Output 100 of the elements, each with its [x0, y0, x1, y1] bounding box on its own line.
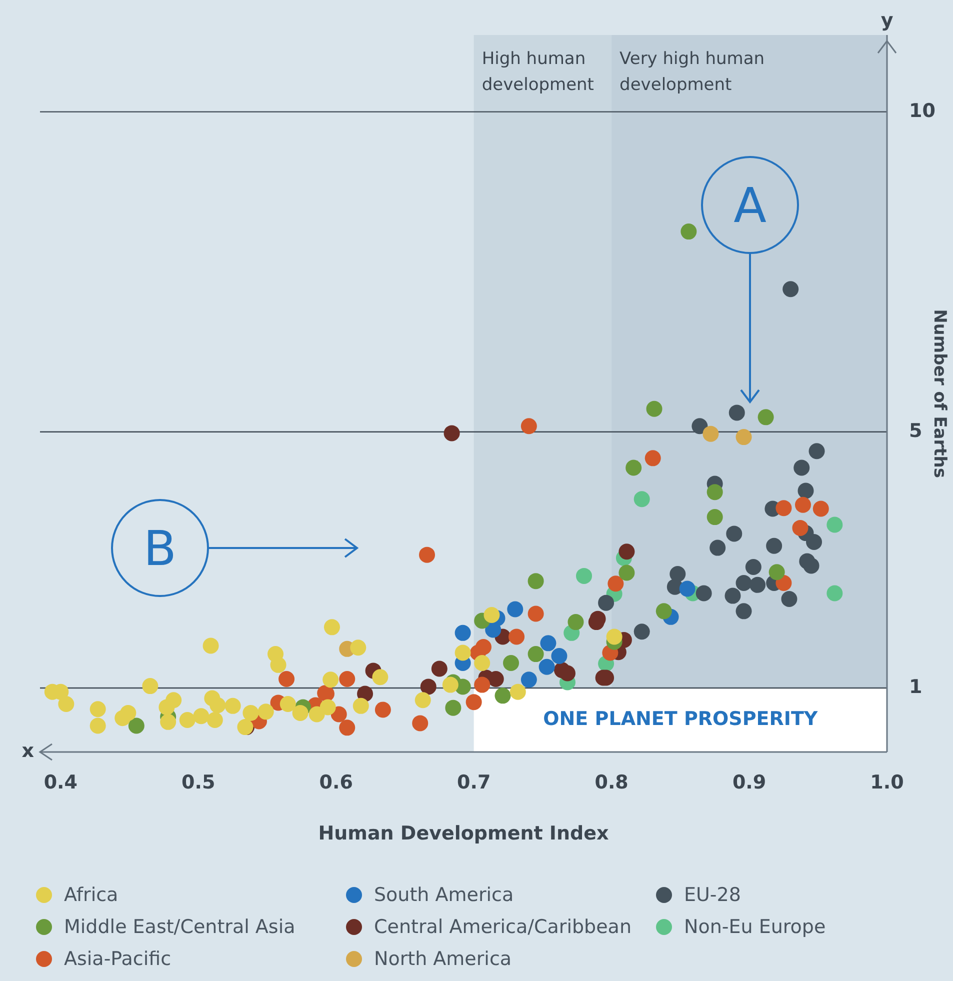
point — [803, 558, 820, 574]
x-tick-label: 0.8 — [594, 771, 628, 794]
point — [618, 564, 635, 581]
point — [474, 655, 490, 672]
point — [528, 646, 544, 662]
point — [90, 718, 106, 734]
point — [503, 655, 520, 672]
point — [776, 500, 792, 516]
point — [798, 482, 814, 499]
y-tick-label: 1 — [909, 676, 922, 698]
legend-label: EU-28 — [684, 884, 741, 906]
point — [520, 418, 537, 434]
x-tick-label: 0.9 — [732, 771, 766, 794]
point — [724, 588, 741, 604]
point — [598, 594, 614, 611]
legend-label: Africa — [64, 884, 118, 906]
point — [750, 576, 766, 593]
point — [431, 660, 448, 677]
point — [606, 628, 622, 645]
point — [794, 496, 811, 513]
x-tick-label: 0.4 — [44, 771, 78, 794]
text: y — [880, 9, 894, 32]
point — [782, 281, 799, 298]
point — [680, 224, 697, 240]
point — [679, 580, 696, 597]
point — [576, 568, 592, 584]
point — [350, 640, 366, 656]
point — [656, 603, 672, 620]
x-tick-label: 0.5 — [182, 771, 216, 794]
legend-label: South America — [374, 884, 514, 906]
band-label: Very high human development — [620, 48, 765, 95]
point — [160, 714, 176, 730]
point — [781, 590, 798, 607]
point — [324, 619, 340, 636]
point — [745, 558, 762, 575]
point — [646, 400, 662, 417]
point — [510, 684, 526, 700]
point — [551, 648, 568, 664]
point — [442, 676, 458, 693]
point — [634, 491, 650, 508]
point — [280, 696, 296, 712]
point — [484, 607, 500, 623]
annotation: A — [734, 178, 767, 234]
point — [193, 708, 210, 724]
legend-label: Non-Eu Europe — [684, 916, 826, 938]
point — [412, 715, 428, 732]
point — [128, 718, 144, 734]
point — [206, 712, 223, 728]
point — [494, 688, 511, 704]
point — [202, 638, 219, 654]
point — [339, 671, 356, 688]
point — [528, 606, 544, 622]
point — [812, 500, 829, 517]
legend-label: North America — [374, 948, 512, 970]
point — [420, 678, 436, 695]
point — [768, 564, 785, 580]
point — [474, 676, 490, 693]
point — [692, 418, 708, 434]
point — [806, 534, 822, 550]
point — [414, 692, 431, 708]
y-axis-title: Number of Earths — [929, 309, 950, 478]
point — [58, 696, 74, 712]
point — [419, 546, 436, 563]
point — [702, 426, 719, 442]
point — [507, 601, 524, 618]
point — [696, 585, 712, 602]
point — [559, 665, 576, 682]
point — [644, 450, 661, 466]
point — [114, 710, 131, 726]
point — [330, 706, 347, 722]
point — [374, 702, 391, 718]
point — [626, 460, 642, 476]
point — [794, 460, 810, 476]
point — [179, 712, 196, 728]
point — [357, 686, 374, 702]
point — [766, 538, 782, 554]
point — [166, 692, 182, 708]
point — [670, 566, 686, 582]
point — [475, 639, 492, 656]
point — [322, 672, 339, 688]
point — [528, 573, 544, 590]
point — [736, 574, 752, 591]
point — [278, 671, 295, 688]
point — [520, 672, 537, 688]
legend-label: Asia-Pacific — [64, 948, 172, 970]
point — [808, 443, 825, 460]
point — [454, 644, 471, 661]
x-tick-label: 0.7 — [456, 771, 491, 794]
point — [445, 700, 462, 716]
point — [270, 656, 286, 673]
point — [736, 603, 752, 620]
point — [142, 678, 158, 694]
point — [444, 425, 460, 442]
band-label: ONE PLANET PROSPERITY — [543, 708, 818, 730]
y-tick-label: 10 — [909, 100, 936, 122]
x-tick-label: 1.0 — [870, 771, 904, 794]
point — [726, 526, 742, 542]
point — [540, 635, 556, 652]
point — [454, 624, 471, 641]
point — [538, 658, 555, 675]
